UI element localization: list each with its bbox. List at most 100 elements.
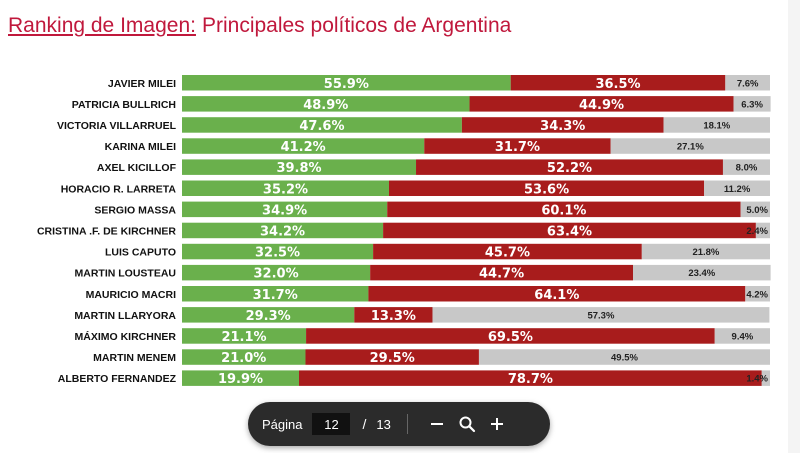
category-label: VICTORIA VILLARRUEL	[57, 120, 177, 132]
nsnc-value-label: 6.3%	[741, 99, 763, 110]
nsnc-bar	[725, 75, 770, 91]
positive-bar	[182, 117, 462, 133]
positive-value-label: 34.9%	[262, 203, 307, 218]
negative-bar	[306, 328, 715, 344]
nsnc-bar	[761, 370, 770, 386]
category-label: MÁXIMO KIRCHNER	[75, 330, 177, 343]
nsnc-bar	[478, 349, 770, 365]
nsnc-value-label: 18.1%	[703, 120, 730, 131]
nsnc-bar	[432, 307, 770, 323]
zoom-in-button[interactable]	[484, 411, 510, 437]
nsnc-value-label: 27.1%	[677, 142, 704, 153]
negative-value-label: 34.3%	[540, 119, 585, 134]
nsnc-bar	[755, 222, 770, 239]
negative-bar	[387, 201, 741, 218]
category-label: ALBERTO FERNANDEZ	[58, 373, 177, 385]
positive-value-label: 39.8%	[276, 161, 321, 176]
positive-value-label: 48.9%	[303, 98, 348, 113]
nsnc-value-label: 57.3%	[587, 310, 614, 321]
negative-bar	[424, 138, 611, 154]
zoom-out-button[interactable]	[424, 411, 450, 437]
positive-value-label: 32.0%	[254, 267, 299, 282]
negative-bar	[354, 307, 433, 323]
plus-icon	[490, 418, 503, 430]
nsnc-bar	[641, 243, 770, 260]
positive-bar	[182, 286, 369, 302]
positive-bar	[182, 264, 371, 281]
negative-value-label: 78.7%	[508, 372, 553, 387]
category-label: JAVIER MILEI	[108, 78, 176, 90]
nsnc-bar	[704, 180, 770, 196]
negative-value-label: 36.5%	[595, 77, 640, 92]
positive-value-label: 21.1%	[221, 330, 266, 345]
nsnc-bar	[663, 117, 770, 133]
negative-value-label: 13.3%	[371, 309, 416, 324]
positive-bar	[182, 307, 355, 323]
nsnc-value-label: 4.2%	[746, 289, 768, 300]
negative-bar	[388, 180, 705, 196]
positive-bar	[182, 96, 470, 112]
nsnc-bar	[740, 201, 770, 218]
nsnc-value-label: 2.4%	[746, 226, 768, 237]
category-label: SERGIO MASSA	[94, 204, 176, 216]
negative-bar	[383, 222, 756, 239]
positive-value-label: 19.9%	[218, 372, 263, 387]
negative-value-label: 44.9%	[579, 98, 624, 113]
minus-icon	[430, 423, 443, 425]
positive-bar	[182, 201, 388, 218]
negative-bar	[510, 75, 726, 91]
negative-bar	[305, 349, 479, 365]
page-navigation-toolbar: Página / 13	[248, 402, 550, 446]
negative-bar	[416, 159, 723, 175]
negative-value-label: 69.5%	[488, 330, 533, 345]
toolbar-divider	[406, 414, 408, 434]
negative-bar	[368, 286, 746, 302]
negative-bar	[373, 243, 642, 260]
nsnc-value-label: 9.4%	[732, 331, 754, 342]
positive-value-label: 29.3%	[246, 309, 291, 324]
negative-value-label: 63.4%	[547, 224, 592, 239]
positive-value-label: 35.2%	[263, 182, 308, 197]
category-label: MAURICIO MACRI	[86, 289, 176, 301]
chart-title: Ranking de Imagen: Principales políticos …	[8, 14, 511, 38]
negative-value-label: 64.1%	[534, 288, 579, 303]
negative-value-label: 45.7%	[485, 246, 530, 261]
positive-bar	[182, 75, 511, 91]
positive-value-label: 31.7%	[253, 288, 298, 303]
positive-value-label: 21.0%	[221, 351, 266, 366]
magnifier-icon	[459, 416, 475, 433]
page-label: Página	[262, 416, 303, 432]
nsnc-bar	[733, 96, 771, 112]
nsnc-value-label: 8.0%	[736, 163, 758, 174]
positive-bar	[182, 349, 306, 365]
category-label: MARTIN LLARYORA	[74, 310, 176, 322]
nsnc-bar	[745, 286, 770, 302]
nsnc-value-label: 49.5%	[611, 353, 638, 364]
positive-value-label: 32.5%	[255, 246, 300, 261]
nsnc-value-label: 11.2%	[724, 184, 751, 195]
negative-bar	[370, 264, 633, 281]
negative-value-label: 44.7%	[479, 267, 524, 282]
negative-bar	[469, 96, 734, 112]
positive-bar	[182, 370, 300, 386]
page-number-input[interactable]	[312, 413, 351, 435]
positive-bar	[182, 180, 389, 196]
negative-value-label: 31.7%	[495, 140, 540, 155]
positive-value-label: 47.6%	[299, 119, 344, 134]
nsnc-bar	[610, 138, 770, 154]
nsnc-value-label: 7.6%	[737, 78, 759, 89]
zoom-fit-button[interactable]	[454, 411, 480, 437]
positive-bar	[182, 138, 425, 154]
nsnc-value-label: 1.4%	[746, 374, 768, 385]
nsnc-value-label: 21.8%	[692, 247, 719, 258]
page-edge	[788, 0, 800, 453]
negative-value-label: 29.5%	[370, 351, 415, 366]
total-pages: 13	[376, 416, 391, 432]
positive-bar	[182, 328, 307, 344]
category-label: LUIS CAPUTO	[105, 247, 176, 259]
nsnc-bar	[632, 264, 771, 281]
category-label: HORACIO R. LARRETA	[61, 183, 177, 195]
negative-value-label: 52.2%	[547, 161, 592, 176]
chart-title-part2: Principales políticos de Argentina	[201, 14, 512, 37]
